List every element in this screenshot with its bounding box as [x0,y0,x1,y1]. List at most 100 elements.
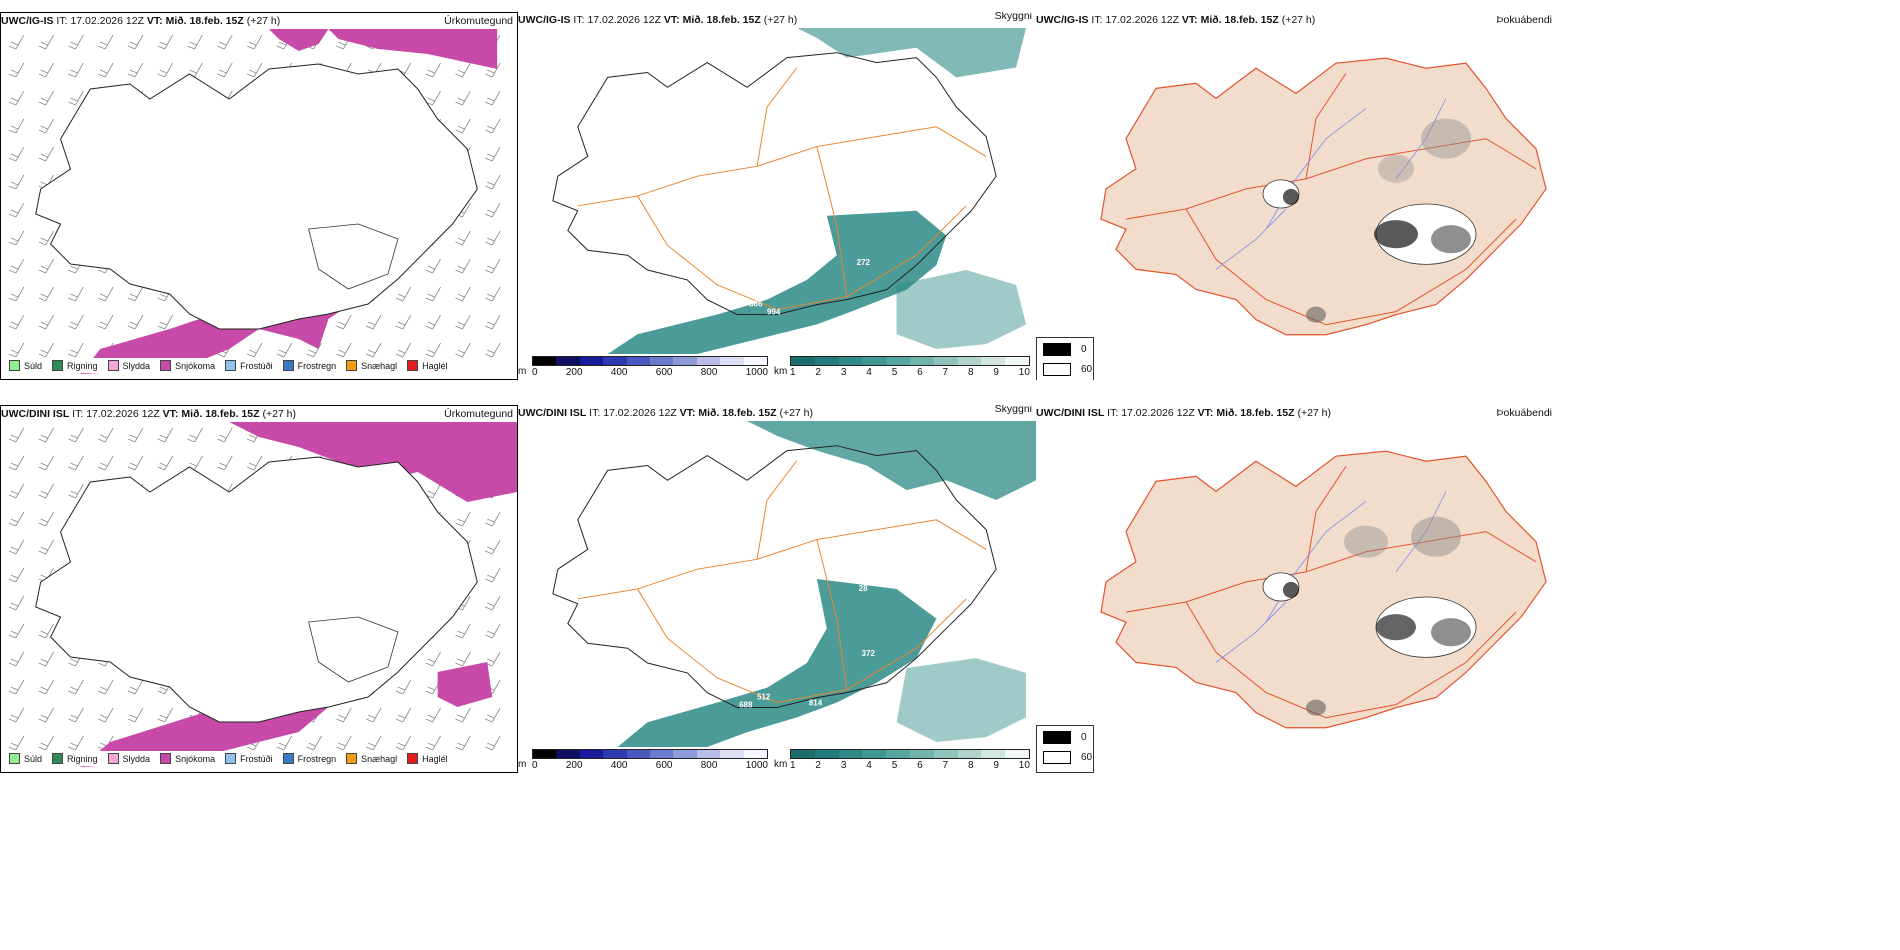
wind-barb [246,342,263,358]
panel-header: UWC/IG-IS IT: 17.02.2026 12Z VT: Mið. 18… [1036,12,1556,28]
panel-name: Úrkomutegund [444,15,513,27]
wind-barb [8,342,25,358]
wind-barb [38,258,54,274]
wind-barb [157,455,174,471]
colorbar-segment [886,750,910,758]
wind-barb [38,427,54,443]
colorbar-tick: 0 [532,367,538,378]
fog-legend-row: 60 [1043,751,1092,764]
wind-barb [366,735,382,751]
it-label: IT: [72,408,84,420]
wind-barb [485,595,501,611]
map-iceland[interactable]: 688 512 814 372 189 948 28 144 [518,421,1036,747]
legend-label: Frostregn [297,753,337,764]
colorbar-segment [626,357,651,365]
snow-area-north [229,422,517,502]
wind-barb [366,342,382,358]
colorbar-tick: 800 [700,760,718,771]
wind-barb [68,342,84,358]
wind-barb [127,427,144,443]
wind-barb [68,483,84,499]
visibility-colorbar: km 1 2 3 4 5 6 7 8 9 10 [774,356,1030,378]
ice-cap-outline [308,616,399,683]
fog-legend-label: 60 [1081,364,1093,375]
colorbar-segment [720,750,744,758]
wind-barb [336,314,352,330]
map-iceland[interactable] [1066,28,1556,380]
vt-label: VT: [1197,407,1214,419]
iceland-land [1100,57,1547,336]
wind-barb [157,34,174,50]
wind-barb [127,62,144,78]
map-iceland[interactable] [1,29,517,379]
height-label: 688 [739,701,753,710]
wind-barb [38,314,54,330]
it-label: IT: [589,407,601,419]
lead-time: (+27 h) [246,15,281,27]
map-iceland[interactable]: 366 994 272 266 22 183 [518,28,1036,354]
legend-item: Frostregn [282,360,336,371]
it-value: 17.02.2026 12Z [603,407,677,419]
wind-barb [455,62,471,78]
legend-label: Slydda [122,360,151,371]
wind-barb [336,735,352,751]
wind-barb [38,651,54,667]
panel-name: Úrkomutegund [444,408,513,420]
precip-map-svg [8,422,517,767]
model-name: UWC/IG-IS [1036,14,1089,26]
iceland-land [1100,450,1547,729]
colorbar-tick: 1 [790,760,796,771]
height-label: 266 [775,184,789,193]
wind-barb [38,455,54,471]
wind-barb [455,314,471,330]
colorbar-segment [957,357,982,365]
wind-barb [485,567,501,583]
colorbar-segment [650,357,674,365]
fog-legend: 0 60 [1036,337,1094,380]
wind-barb [68,455,84,471]
road-network [577,460,987,704]
legend-swatch [407,360,419,371]
map-iceland[interactable] [1066,421,1556,773]
wind-barb [485,118,501,134]
colorbar-tick: 1000 [745,760,768,771]
legend-swatch [346,360,358,371]
wind-barb [8,623,25,639]
colorbar-tick: 8 [967,367,974,378]
wind-barb [485,90,501,106]
wind-barb [8,483,25,499]
wind-barb [306,342,322,358]
wind-barb [8,707,25,723]
legend-label: Súld [24,753,43,764]
wind-barb [485,230,501,246]
wind-barb [276,735,293,751]
wind-barb [68,314,84,330]
legend-swatch [107,360,119,371]
model-name: UWC/IG-IS [1,15,54,27]
visibility-map-svg: 366 994 272 266 22 183 [552,28,1027,354]
vt-label: VT: [1181,14,1198,26]
legend-item: Rigning [52,360,98,371]
it-label: IT: [573,14,585,26]
panel-header: UWC/IG-IS IT: 17.02.2026 12Z VT: Mið. 18… [1,13,517,29]
wind-barb [98,314,114,330]
wind-barb [8,230,25,246]
wind-barb [127,314,144,330]
legend-swatch [160,360,172,371]
iceland-outline [552,445,997,708]
fog-legend: 0 60 [1036,725,1094,773]
height-label: 28 [859,584,868,593]
wind-barb [8,314,25,330]
fog-index-patch [1431,618,1471,647]
panel-visibility-1: UWC/IG-IS IT: 17.02.2026 12Z VT: Mið. 18… [518,12,1036,380]
colorbar-segment [838,750,863,758]
legend-label: Snjókoma [175,360,216,371]
low-visibility-area-south [607,210,947,354]
legend-item: Frostregn [282,753,337,764]
iceland-outline [35,63,478,330]
map-iceland[interactable] [1,422,517,772]
wind-barb [38,62,54,78]
legend-item: Slydda [107,753,150,764]
legend-item: Haglél [407,360,448,371]
wind-barb [8,146,25,162]
